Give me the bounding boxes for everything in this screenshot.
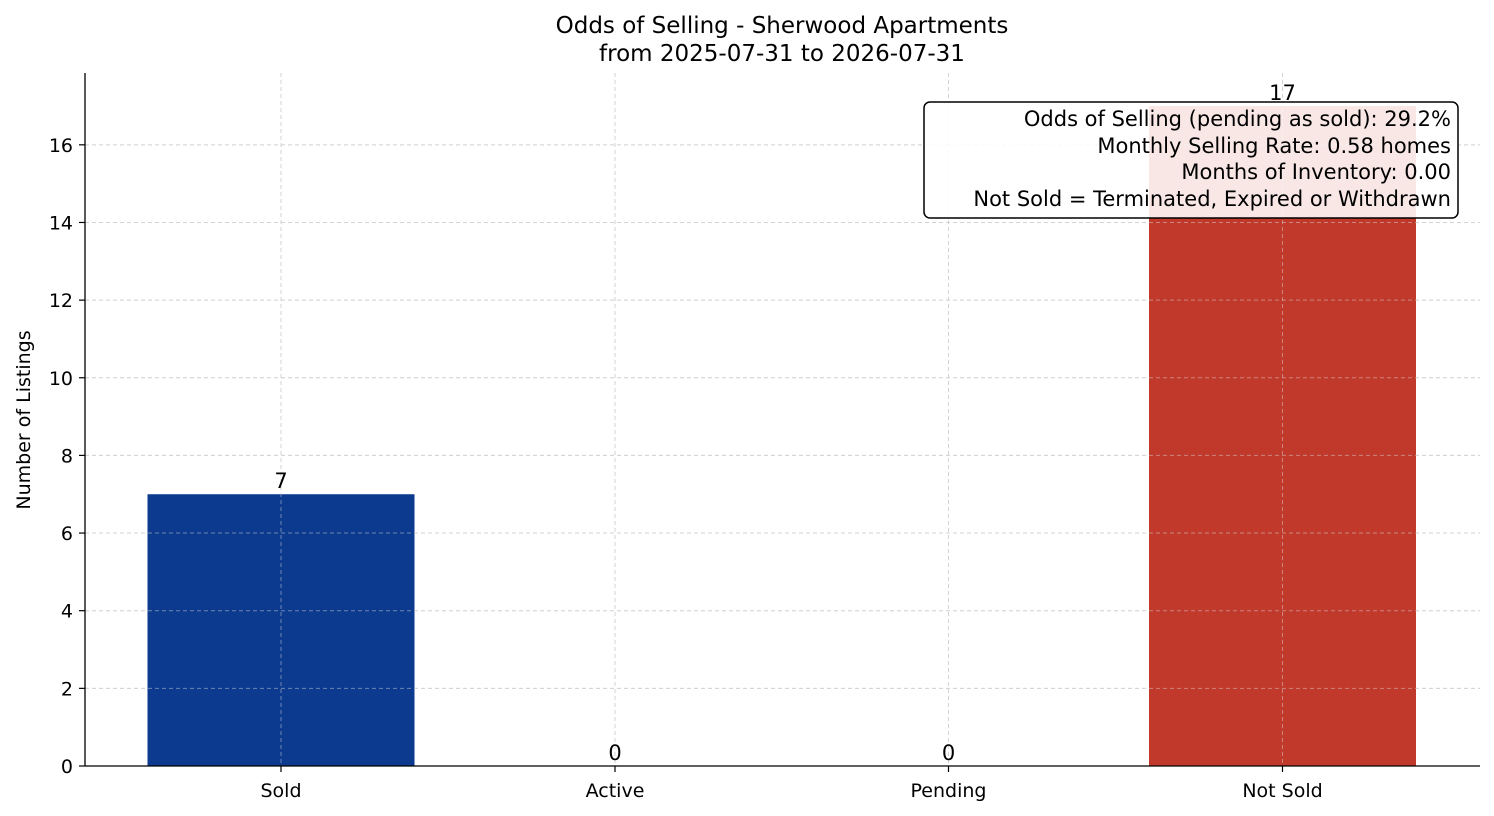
stats-line-not-sold-note: Not Sold = Terminated, Expired or Withdr… <box>973 187 1451 211</box>
axes <box>84 73 1480 767</box>
y-tick-label: 16 <box>49 135 73 157</box>
data-label-pending: 0 <box>942 741 955 765</box>
y-axis-label: Number of Listings <box>13 330 35 509</box>
stats-annotation: Odds of Selling (pending as sold): 29.2%… <box>923 101 1459 219</box>
stats-line-inventory: Months of Inventory: 0.00 <box>1181 160 1451 184</box>
y-tick-label: 4 <box>61 601 73 623</box>
data-label-active: 0 <box>608 741 621 765</box>
ticks: 0 2 4 6 8 10 12 14 16 Sold Active Pending Not Sold <box>49 135 1323 802</box>
y-tick-label: 14 <box>49 212 73 234</box>
data-labels: 7 0 0 17 <box>274 81 1296 765</box>
x-tick-label-not-sold: Not Sold <box>1242 780 1322 802</box>
y-tick-label: 10 <box>49 368 73 390</box>
x-tick-label-pending: Pending <box>911 780 987 802</box>
x-tick-label-active: Active <box>586 780 645 802</box>
stats-annotation-box <box>923 101 1459 219</box>
y-tick-label: 12 <box>49 290 73 312</box>
stats-line-selling-rate: Monthly Selling Rate: 0.58 homes <box>1097 134 1451 158</box>
y-tick-label: 6 <box>61 523 73 545</box>
chart-subtitle: from 2025-07-31 to 2026-07-31 <box>599 41 965 67</box>
stats-line-odds: Odds of Selling (pending as sold): 29.2% <box>1024 107 1451 131</box>
y-tick-label: 0 <box>61 756 73 778</box>
data-label-sold: 7 <box>274 469 287 493</box>
x-tick-label-sold: Sold <box>260 780 301 802</box>
y-tick-label: 8 <box>61 445 73 467</box>
chart-title: Odds of Selling - Sherwood Apartments <box>556 13 1009 39</box>
data-label-not-sold: 17 <box>1269 81 1296 105</box>
y-tick-label: 2 <box>61 678 73 700</box>
